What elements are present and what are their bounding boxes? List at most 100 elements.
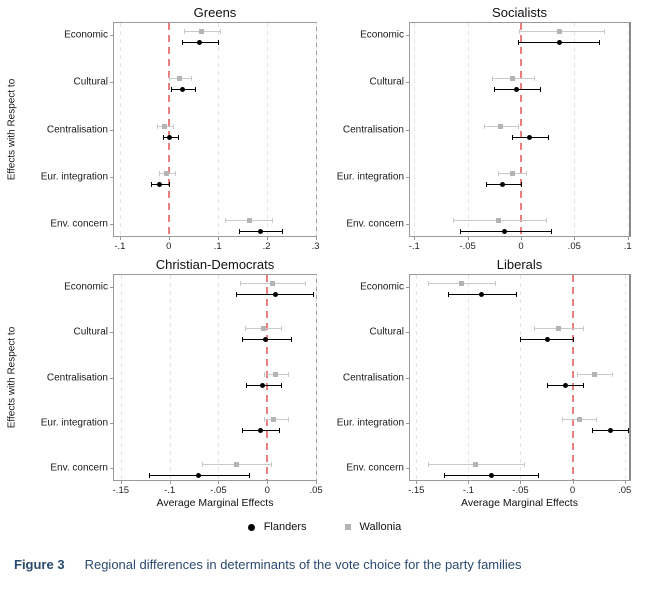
category-tick — [110, 377, 114, 379]
category-label: Env. concern — [346, 462, 404, 474]
category-label: Economic — [64, 281, 108, 293]
ci-cap-flanders — [546, 382, 548, 388]
category-label: Eur. integration — [336, 417, 404, 429]
flanders-marker — [488, 473, 494, 478]
wallonia-marker — [498, 123, 504, 129]
category-tick — [110, 82, 114, 84]
category-tick — [110, 224, 114, 225]
ci-cap-flanders — [149, 473, 151, 478]
wallonia-marker — [509, 76, 515, 82]
ci-cap-wallonia — [264, 416, 266, 422]
flanders-marker — [196, 473, 202, 478]
x-axis-tick — [315, 236, 317, 240]
x-tick-label: 0 — [264, 485, 270, 496]
category-tick — [406, 176, 410, 178]
ci-cap-wallonia — [168, 76, 170, 82]
zero-reference-line — [167, 23, 170, 236]
ci-cap-wallonia — [172, 123, 174, 129]
x-axis-tick — [572, 480, 574, 484]
ci-cap-flanders — [485, 181, 487, 187]
x-tick-label: .2 — [262, 241, 271, 252]
ci-cap-flanders — [217, 40, 219, 45]
ci-cap-flanders — [290, 337, 292, 343]
gridline — [574, 23, 576, 236]
ci-cap-wallonia — [483, 123, 485, 129]
gridline — [315, 23, 317, 236]
category-tick — [406, 468, 410, 469]
flanders-marker — [500, 181, 506, 187]
x-tick-label: -.05 — [210, 485, 227, 496]
x-axis-tick — [169, 480, 171, 484]
ci-cap-flanders — [248, 473, 250, 478]
flanders-marker — [257, 427, 263, 433]
ci-cap-wallonia — [545, 218, 547, 223]
x-tick-label: -.05 — [512, 485, 529, 496]
ci-cap-flanders — [583, 382, 584, 388]
x-tick-label: -.1 — [408, 241, 420, 252]
category-tick — [406, 422, 410, 424]
ci-cap-wallonia — [225, 218, 227, 223]
x-axis-tick — [574, 236, 576, 240]
x-tick-label: 0 — [518, 241, 524, 252]
ci-cap-wallonia — [427, 281, 429, 286]
x-tick-label: .1 — [623, 241, 632, 252]
ci-cap-flanders — [162, 134, 164, 140]
x-axis-tick — [266, 236, 268, 240]
category-label: Economic — [360, 281, 404, 293]
x-axis-tick — [468, 480, 470, 484]
flanders-marker — [262, 337, 268, 343]
category-label: Centralisation — [342, 124, 404, 135]
x-tick-label: .05 — [618, 485, 632, 496]
ci-cap-flanders — [547, 134, 549, 140]
ci-cap-wallonia — [201, 462, 203, 467]
category-tick — [110, 287, 114, 288]
ci-cap-wallonia — [219, 29, 221, 34]
x-tick-label: .05 — [309, 485, 323, 496]
y-axis-label: Effects with Respect to — [6, 326, 18, 428]
ci-cap-wallonia — [492, 76, 494, 82]
ci-cap-wallonia — [183, 29, 185, 34]
ci-cap-flanders — [520, 337, 522, 343]
ci-cap-wallonia — [526, 170, 528, 176]
legend-item-flanders: Flanders — [247, 521, 307, 533]
wallonia-marker — [162, 123, 168, 129]
category-tick — [110, 468, 114, 469]
ci-cap-flanders — [447, 292, 449, 297]
ci-cap-wallonia — [287, 371, 289, 377]
flanders-marker — [556, 40, 562, 45]
flanders-circle-icon — [247, 523, 255, 531]
wallonia-marker — [591, 371, 597, 377]
figure-caption-text: Regional differences in determinants of … — [84, 557, 522, 572]
ci-cap-flanders — [460, 229, 462, 234]
zero-reference-line — [266, 275, 269, 480]
ci-cap-wallonia — [523, 462, 525, 467]
ci-cap-wallonia — [517, 123, 519, 129]
x-axis-tick — [267, 480, 269, 484]
flanders-marker — [562, 382, 568, 388]
x-axis-tick — [627, 236, 629, 240]
ci-cap-wallonia — [495, 281, 497, 286]
ci-cap-flanders — [521, 181, 522, 187]
ci-cap-flanders — [278, 427, 280, 433]
ci-cap-wallonia — [595, 416, 597, 422]
gridline — [169, 275, 171, 480]
panel-title: Socialists — [492, 5, 547, 20]
x-axis-tick — [624, 480, 626, 484]
wallonia-marker — [555, 326, 561, 332]
flanders-marker — [545, 337, 551, 343]
ci-cap-wallonia — [497, 170, 499, 176]
ci-cap-flanders — [517, 40, 519, 45]
x-axis-tick — [218, 480, 220, 484]
panel-title: Greens — [193, 5, 237, 20]
ci-cap-flanders — [241, 427, 243, 433]
gridline — [316, 275, 318, 480]
ci-cap-flanders — [241, 337, 243, 343]
wallonia-marker — [177, 76, 183, 82]
gridline — [218, 275, 220, 480]
gridline — [416, 275, 418, 480]
gridline — [468, 275, 470, 480]
figure-caption-label: Figure 3 — [14, 557, 65, 572]
ci-cap-flanders — [170, 87, 172, 93]
ci-cap-wallonia — [174, 170, 176, 176]
category-tick — [110, 332, 114, 334]
